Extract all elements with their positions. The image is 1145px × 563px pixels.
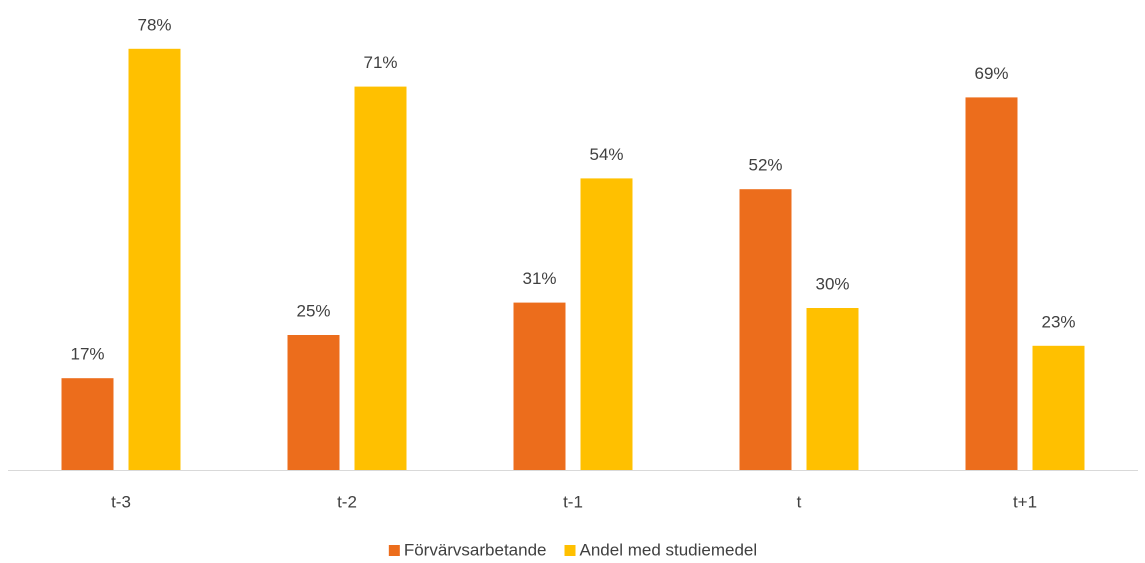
value-label: 23% [1041, 312, 1075, 331]
x-tick-label: t-1 [563, 492, 583, 511]
bar [965, 97, 1018, 471]
bar [61, 378, 114, 470]
x-tick-label: t [797, 492, 802, 511]
value-label: 52% [748, 156, 782, 175]
value-label: 69% [974, 64, 1008, 83]
legend-label: Andel med studiemedel [580, 540, 758, 559]
bar [580, 178, 633, 470]
bar [806, 308, 859, 470]
x-tick-label: t-3 [111, 492, 131, 511]
value-label: 71% [363, 53, 397, 72]
value-label: 25% [296, 301, 330, 320]
value-label: 30% [815, 274, 849, 293]
bar [513, 302, 566, 470]
x-tick-label: t+1 [1013, 492, 1037, 511]
bar [287, 335, 340, 470]
legend-swatch [388, 545, 400, 556]
bar [739, 189, 792, 470]
x-tick-label: t-2 [337, 492, 357, 511]
bar [128, 48, 181, 471]
value-label: 17% [70, 345, 104, 364]
value-label: 54% [589, 145, 623, 164]
legend-label: Förvärvsarbetande [404, 540, 547, 559]
bar [1032, 345, 1085, 470]
legend-swatch [564, 545, 576, 556]
value-label: 31% [522, 269, 556, 288]
bar [354, 86, 407, 470]
value-label: 78% [137, 15, 171, 34]
